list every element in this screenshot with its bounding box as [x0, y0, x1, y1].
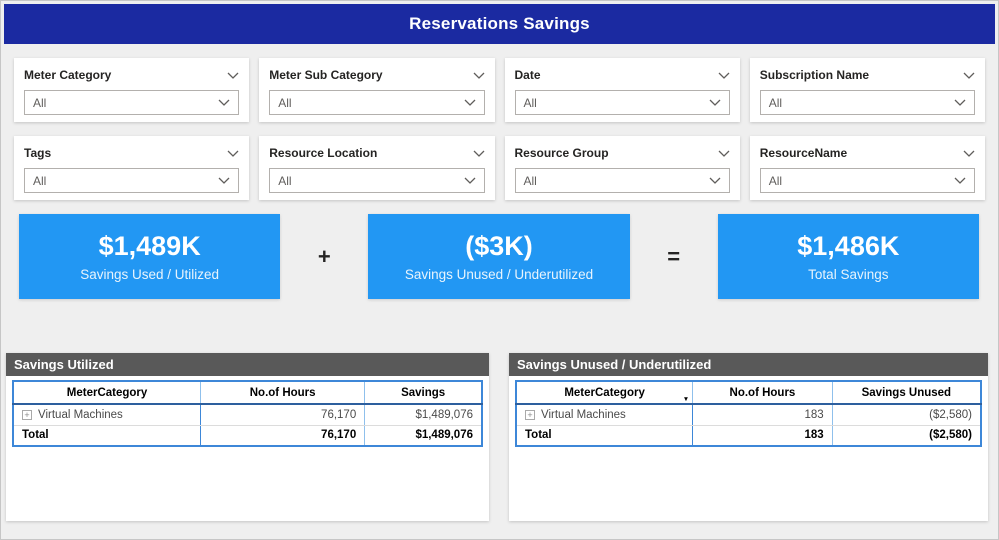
total-label: Total [13, 425, 202, 446]
chevron-down-icon[interactable] [473, 150, 485, 157]
filter-label: Meter Category [24, 68, 112, 82]
kpi-label: Total Savings [808, 266, 889, 282]
chevron-down-icon [464, 99, 476, 106]
kpi-card-savings-unused[interactable]: ($3K) Savings Unused / Underutilized [368, 214, 630, 299]
filter-resource-group: Resource Group All [504, 136, 740, 200]
filter-dropdown[interactable]: All [24, 90, 240, 115]
filter-section: Meter Category All Meter Sub Category Al… [14, 58, 985, 200]
total-savings-unused: ($2,580) [929, 429, 972, 442]
savings-unused-table: MeterCategory ▼ No.of Hours Savings Unus… [515, 380, 982, 447]
filter-selected-value: All [33, 95, 47, 110]
sort-descending-icon[interactable]: ▼ [682, 395, 690, 403]
table-total-row: Total 76,170 $1,489,076 [13, 425, 482, 446]
row-hours: 183 [692, 404, 833, 426]
filter-label: Resource Location [269, 146, 378, 160]
chevron-down-icon[interactable] [473, 72, 485, 79]
filter-subscription-name: Subscription Name All [749, 58, 985, 122]
column-header-metercategory[interactable]: MeterCategory ▼ [516, 381, 694, 405]
plus-operator: + [317, 243, 331, 269]
filter-dropdown[interactable]: All [759, 168, 975, 193]
chevron-down-icon [709, 177, 721, 184]
table-total-row: Total 183 ($2,580) [516, 425, 981, 446]
filter-selected-value: All [768, 173, 783, 188]
total-label: Total [516, 425, 694, 446]
column-header-savings[interactable]: Savings [364, 381, 482, 405]
filter-label: Tags [24, 146, 52, 160]
expand-plus-icon[interactable]: + [22, 409, 32, 420]
page-title: Reservations Savings [409, 14, 590, 33]
filter-dropdown[interactable]: All [269, 168, 485, 193]
chevron-down-icon [954, 177, 966, 184]
savings-unused-panel: Savings Unused / Underutilized MeterCate… [509, 353, 988, 521]
kpi-label: Savings Unused / Underutilized [404, 266, 594, 282]
chevron-down-icon [218, 177, 230, 184]
row-category: Virtual Machines [541, 408, 626, 421]
filter-resource-name: ResourceName All [749, 136, 985, 200]
equals-operator: = [667, 243, 681, 269]
savings-utilized-table: MeterCategory No.of Hours Savings + Virt… [12, 380, 483, 447]
chevron-down-icon[interactable] [227, 72, 239, 79]
filter-selected-value: All [33, 173, 47, 188]
table-title: Savings Utilized [6, 353, 489, 376]
filter-dropdown[interactable]: All [269, 90, 485, 115]
column-header-hours[interactable]: No.of Hours [200, 381, 366, 405]
chevron-down-icon [464, 177, 476, 184]
filter-tags: Tags All [14, 136, 250, 200]
kpi-section: $1,489K Savings Used / Utilized + ($3K) … [19, 214, 979, 299]
table-row: + Virtual Machines 183 ($2,580) [516, 404, 981, 426]
filter-selected-value: All [523, 95, 537, 110]
total-hours: 183 [692, 425, 833, 446]
filter-selected-value: All [768, 95, 783, 110]
kpi-value: $1,489K [98, 231, 201, 262]
filter-label: ResourceName [759, 146, 848, 160]
filter-selected-value: All [278, 95, 292, 110]
report-title-bar: Reservations Savings [4, 4, 995, 44]
filter-dropdown[interactable]: All [514, 90, 730, 115]
filter-resource-location: Resource Location All [259, 136, 495, 200]
chevron-down-icon[interactable] [718, 72, 730, 79]
filter-selected-value: All [278, 173, 292, 188]
kpi-value: $1,486K [797, 231, 900, 262]
filter-meter-sub-category: Meter Sub Category All [259, 58, 495, 122]
kpi-label: Savings Used / Utilized [80, 266, 220, 282]
filter-dropdown[interactable]: All [24, 168, 240, 193]
savings-utilized-panel: Savings Utilized MeterCategory No.of Hou… [6, 353, 489, 521]
chevron-down-icon [218, 99, 230, 106]
row-savings: $1,489,076 [364, 404, 482, 426]
chevron-down-icon[interactable] [227, 150, 239, 157]
row-savings-unused: ($2,580) [832, 404, 981, 426]
column-header-label: MeterCategory [564, 386, 645, 399]
kpi-value: ($3K) [465, 231, 533, 262]
chevron-down-icon[interactable] [963, 150, 975, 157]
filter-date: Date All [504, 58, 740, 122]
kpi-card-total-savings[interactable]: $1,486K Total Savings [717, 214, 979, 299]
filter-selected-value: All [523, 173, 537, 188]
row-category: Virtual Machines [38, 408, 123, 421]
chevron-down-icon[interactable] [963, 72, 975, 79]
kpi-card-savings-utilized[interactable]: $1,489K Savings Used / Utilized [19, 214, 281, 299]
total-savings: $1,489,076 [415, 429, 473, 442]
filter-dropdown[interactable]: All [759, 90, 975, 115]
filter-label: Date [514, 68, 541, 82]
filter-dropdown[interactable]: All [514, 168, 730, 193]
table-row: + Virtual Machines 76,170 $1,489,076 [13, 404, 482, 426]
filter-label: Resource Group [514, 146, 609, 160]
row-hours: 76,170 [200, 404, 366, 426]
total-hours: 76,170 [200, 425, 366, 446]
filter-label: Subscription Name [759, 68, 870, 82]
column-header-metercategory[interactable]: MeterCategory [13, 381, 202, 405]
expand-plus-icon[interactable]: + [525, 409, 535, 420]
column-header-hours[interactable]: No.of Hours [692, 381, 833, 405]
chevron-down-icon[interactable] [718, 150, 730, 157]
column-header-savings-unused[interactable]: Savings Unused [832, 381, 981, 405]
chevron-down-icon [954, 99, 966, 106]
filter-label: Meter Sub Category [269, 68, 383, 82]
table-title: Savings Unused / Underutilized [509, 353, 988, 376]
chevron-down-icon [709, 99, 721, 106]
filter-meter-category: Meter Category All [14, 58, 250, 122]
